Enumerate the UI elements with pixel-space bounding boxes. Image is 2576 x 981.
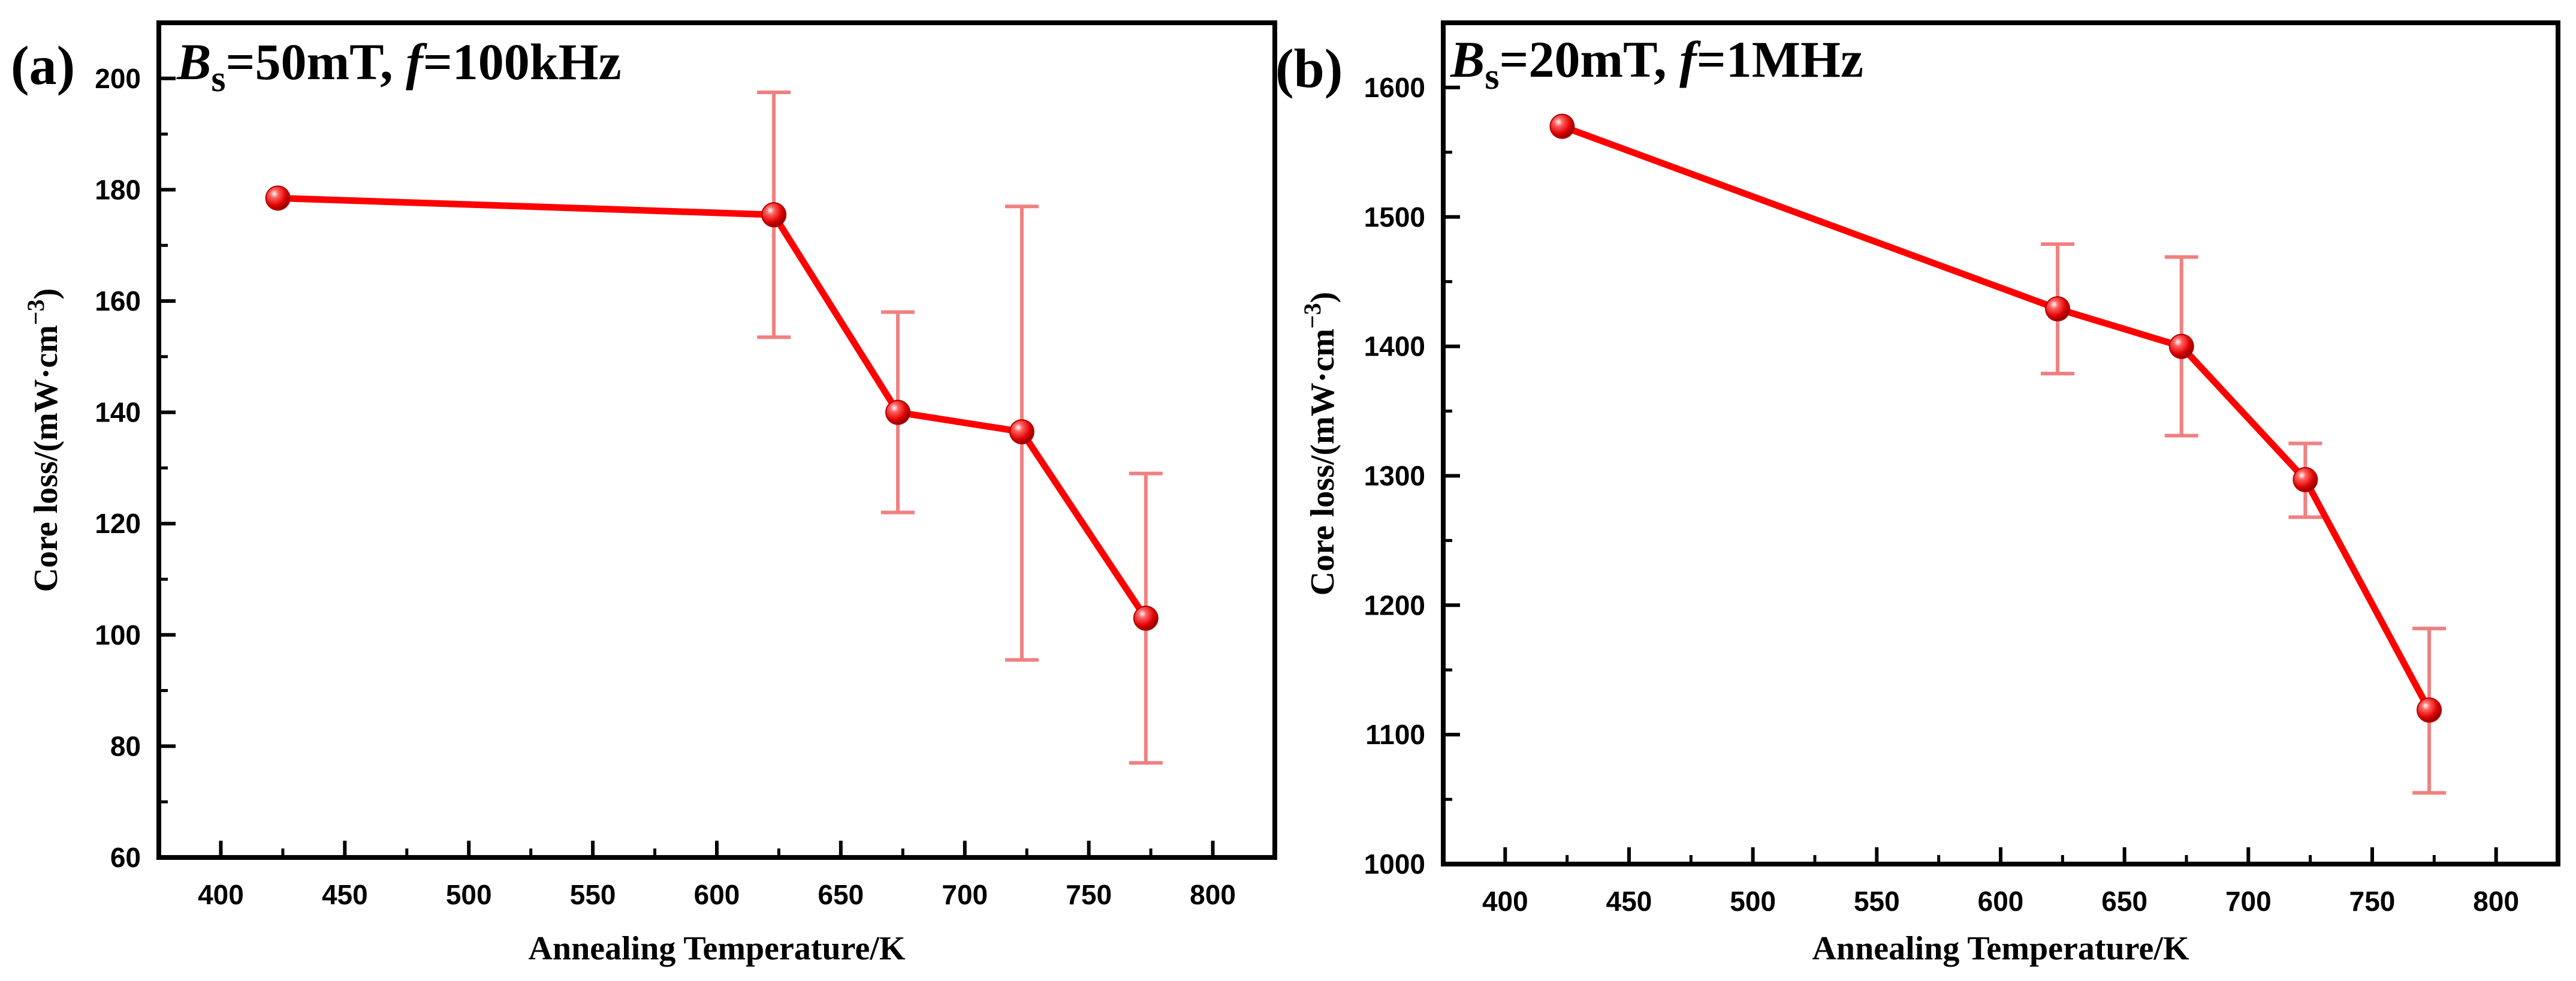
x-tick-label: 800 bbox=[2473, 886, 2519, 917]
x-tick-label: 800 bbox=[1190, 879, 1236, 910]
x-axis-b: 400 450 500 550 600 650 700 750 800 bbox=[1482, 847, 2519, 917]
series-b bbox=[1549, 113, 2447, 795]
y-tick-label: 1100 bbox=[1365, 719, 1425, 750]
series-a bbox=[265, 91, 1163, 765]
data-point bbox=[2417, 697, 2442, 723]
y-tick-label: 1300 bbox=[1364, 460, 1425, 491]
y-axis-title-b: Core loss/(mW·cm−3) bbox=[1299, 292, 1341, 596]
y-tick-label: 140 bbox=[95, 397, 141, 428]
y-tick-label: 160 bbox=[95, 285, 141, 317]
x-tick-label: 450 bbox=[322, 879, 368, 910]
x-tick-label: 600 bbox=[1978, 886, 2024, 917]
y-tick-label: 1600 bbox=[1364, 72, 1425, 103]
y-tick-label: 120 bbox=[95, 508, 141, 539]
x-axis-title-b: Annealing Temperature/K bbox=[1812, 930, 2189, 967]
y-tick-label: 1200 bbox=[1364, 589, 1425, 621]
x-tick-label: 450 bbox=[1606, 886, 1652, 917]
series-line bbox=[277, 194, 1149, 621]
y-tick-label: 180 bbox=[95, 174, 141, 205]
panel-label-a: (a) bbox=[11, 35, 75, 96]
x-tick-label: 700 bbox=[2225, 886, 2272, 917]
data-point bbox=[265, 185, 291, 211]
data-point bbox=[761, 202, 787, 228]
condition-annotation-b: Bs=20mT, f=1MHz bbox=[1450, 31, 1863, 97]
x-tick-label: 500 bbox=[1730, 886, 1776, 917]
plot-frame-a bbox=[156, 20, 1277, 860]
y-axis-b: 1000 1100 1200 1300 1400 1500 1600 bbox=[1364, 72, 1460, 880]
x-tick-label: 650 bbox=[2101, 886, 2147, 917]
data-point bbox=[2293, 467, 2318, 492]
x-tick-label: 750 bbox=[1066, 879, 1112, 910]
x-tick-label: 500 bbox=[446, 879, 492, 910]
x-tick-label: 400 bbox=[198, 879, 244, 910]
x-tick-label: 550 bbox=[1854, 886, 1900, 917]
x-tick-label: 700 bbox=[942, 879, 988, 910]
x-tick-label: 600 bbox=[694, 879, 740, 910]
y-tick-label: 80 bbox=[110, 730, 141, 762]
chart-panel-b: 400 450 500 550 600 650 700 750 800 1000 1100 1200… bbox=[1275, 20, 2560, 967]
x-axis-title-a: Annealing Temperature/K bbox=[528, 930, 905, 967]
plot-frame-b bbox=[1441, 20, 2560, 866]
x-tick-label: 650 bbox=[818, 879, 864, 910]
data-point bbox=[1133, 605, 1159, 631]
data-point bbox=[2045, 296, 2071, 322]
x-tick-label: 750 bbox=[2349, 886, 2396, 917]
condition-annotation-a: Bs=50mT, f=100kHz bbox=[176, 33, 622, 100]
y-axis-title-a: Core loss/(mW·cm−3) bbox=[22, 288, 65, 592]
y-tick-label: 1000 bbox=[1364, 848, 1425, 880]
data-point bbox=[1549, 113, 1575, 139]
y-tick-label: 1400 bbox=[1364, 331, 1425, 362]
y-tick-label: 60 bbox=[110, 842, 141, 873]
panel-label-b: (b) bbox=[1275, 38, 1343, 99]
y-axis-a: 60 80 100 120 140 160 180 200 bbox=[95, 63, 176, 873]
series-line bbox=[1561, 123, 2432, 712]
y-tick-label: 100 bbox=[95, 619, 141, 651]
data-point bbox=[1009, 419, 1034, 445]
x-tick-label: 400 bbox=[1482, 886, 1528, 917]
x-tick-label: 550 bbox=[570, 879, 616, 910]
chart-panel-a: 400 450 500 550 600 650 700 750 800 60 80 100 120 14… bbox=[11, 20, 1277, 967]
y-tick-label: 1500 bbox=[1364, 201, 1425, 233]
data-point bbox=[2168, 333, 2194, 359]
data-point bbox=[885, 399, 911, 425]
x-axis-a: 400 450 500 550 600 650 700 750 800 bbox=[198, 841, 1236, 910]
y-tick-label: 200 bbox=[95, 63, 141, 94]
